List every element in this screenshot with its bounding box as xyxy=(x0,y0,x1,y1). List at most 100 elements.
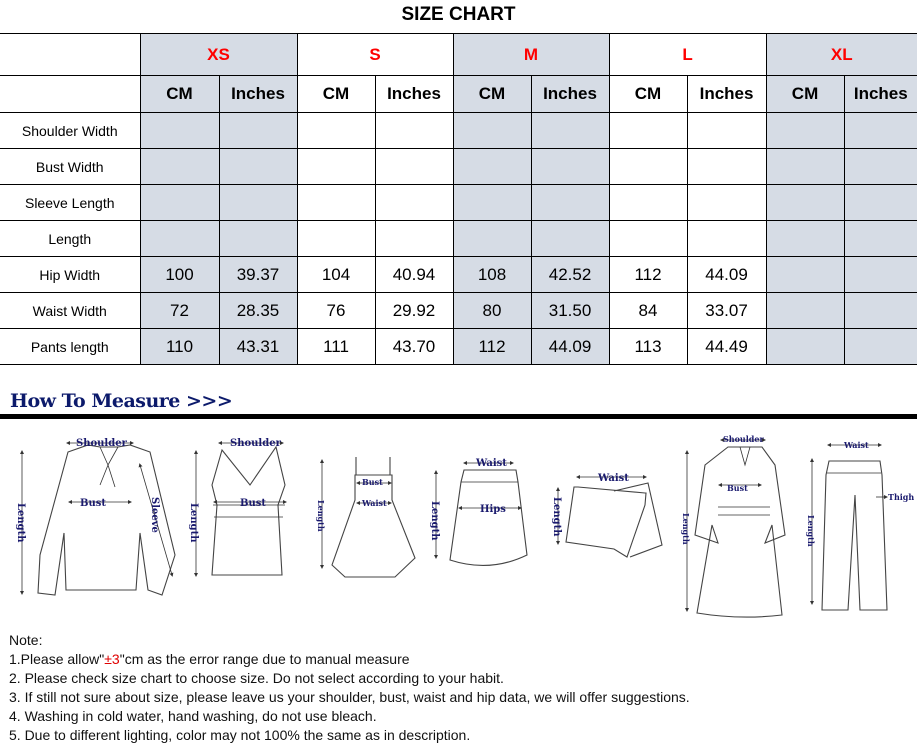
note-1-text-end: "cm as the error range due to manual mea… xyxy=(119,651,410,667)
unit-inches: Inches xyxy=(843,75,917,113)
measurement-cell xyxy=(296,220,376,257)
vest-bust-label: Bust xyxy=(240,498,266,509)
note-1: 1.Please allow"±3"cm as the error range … xyxy=(9,650,690,669)
measurement-cell: 104 xyxy=(296,256,376,293)
measurement-cell xyxy=(686,220,767,257)
unit-inches: Inches xyxy=(218,75,298,113)
shorts-length-label: Length xyxy=(551,497,562,537)
measurement-cell: 80 xyxy=(452,292,532,329)
measurement-cell: 111 xyxy=(296,328,376,365)
measurement-cell xyxy=(218,112,298,149)
measurement-cell xyxy=(765,256,845,293)
measurement-cell xyxy=(608,220,688,257)
row-label: Waist Width xyxy=(0,292,141,329)
measurement-cell xyxy=(686,184,767,221)
dress-illustration: Bust Waist Length xyxy=(316,457,416,578)
measurement-cell xyxy=(374,148,454,185)
row-label: Bust Width xyxy=(0,148,141,185)
coat-shoulder-label: Shoulder xyxy=(723,434,764,444)
size-xl: XL xyxy=(765,33,917,76)
measurement-cell: 110 xyxy=(139,328,220,365)
coat-illustration: Shoulder Bust Length xyxy=(681,434,786,618)
measurement-cell: 31.50 xyxy=(530,292,610,329)
vest-shoulder-label: Shoulder xyxy=(230,438,282,449)
measurement-cell: 28.35 xyxy=(218,292,298,329)
measurement-cell xyxy=(765,148,845,185)
size-chart-table: XS S M L XL CM Inches CM Inches CM Inche… xyxy=(0,33,917,365)
measurement-cell xyxy=(608,148,688,185)
measurement-cell xyxy=(218,148,298,185)
size-header-row: XS S M L XL xyxy=(0,33,917,76)
size-m: M xyxy=(452,33,610,76)
row-label: Hip Width xyxy=(0,256,141,293)
dress-bust-label: Bust xyxy=(362,477,383,487)
measurement-cell xyxy=(296,148,376,185)
measurement-cell: 44.49 xyxy=(686,328,767,365)
corner-cell xyxy=(0,33,141,76)
measurement-cell xyxy=(374,112,454,149)
page-title: SIZE CHART xyxy=(401,4,516,25)
measurement-cell xyxy=(608,112,688,149)
pants-thigh-label: Thigh xyxy=(888,492,914,502)
unit-cm: CM xyxy=(452,75,532,113)
measurement-cell xyxy=(452,148,532,185)
blouse-length-label: Length xyxy=(15,503,26,543)
measurement-cell xyxy=(530,220,610,257)
unit-cm: CM xyxy=(608,75,688,113)
measurement-illustrations: Shoulder Bust Sleeve Length Shoulder Bus… xyxy=(15,434,914,618)
table-row: Pants length 110 43.31 111 43.70 112 44.09 113 4… xyxy=(0,328,917,365)
note-4: 4. Washing in cold water, hand washing, … xyxy=(9,708,377,724)
measurement-cell: 33.07 xyxy=(686,292,767,329)
measurement-cell xyxy=(765,328,845,365)
row-label: Pants length xyxy=(0,328,141,365)
measurement-cell xyxy=(139,184,220,221)
blouse-sleeve-label: Sleeve xyxy=(149,497,160,533)
note-2: 2. Please check size chart to choose siz… xyxy=(9,670,504,686)
row-label: Length xyxy=(0,220,141,257)
note-5: 5. Due to different lighting, color may … xyxy=(9,727,471,743)
measurement-cell xyxy=(686,112,767,149)
measurement-cell xyxy=(843,256,917,293)
corner-cell xyxy=(0,75,141,113)
unit-inches: Inches xyxy=(686,75,767,113)
measurement-cell xyxy=(139,148,220,185)
unit-inches: Inches xyxy=(374,75,454,113)
row-label: Sleeve Length xyxy=(0,184,141,221)
pants-length-label: Length xyxy=(806,515,816,547)
note-1-text: 1.Please allow" xyxy=(9,651,105,667)
note-1-tolerance: ±3 xyxy=(104,651,120,667)
dress-length-label: Length xyxy=(316,500,326,532)
notes-heading: Note: xyxy=(9,632,43,648)
measurement-cell xyxy=(765,292,845,329)
measurement-cell xyxy=(765,112,845,149)
measurement-cell xyxy=(452,112,532,149)
unit-header-row: CM Inches CM Inches CM Inches CM Inches … xyxy=(0,75,917,113)
measurement-cell xyxy=(452,184,532,221)
how-to-measure-heading: How To Measure >>> xyxy=(10,390,233,412)
coat-length-label: Length xyxy=(681,513,691,545)
measurement-cell: 112 xyxy=(608,256,688,293)
measurement-cell xyxy=(296,184,376,221)
measurement-cell xyxy=(765,220,845,257)
note-3: 3. If still not sure about size, please … xyxy=(9,689,690,705)
table-row: Sleeve Length xyxy=(0,184,917,221)
vest-illustration: Shoulder Bust Length xyxy=(188,438,287,577)
measurement-cell xyxy=(139,220,220,257)
measurement-cell xyxy=(218,220,298,257)
measurement-cell xyxy=(530,148,610,185)
unit-cm: CM xyxy=(765,75,845,113)
unit-cm: CM xyxy=(139,75,220,113)
measurement-cell: 76 xyxy=(296,292,376,329)
shorts-illustration: Waist Length xyxy=(551,473,663,558)
table-row: Bust Width xyxy=(0,148,917,185)
measurement-cell xyxy=(296,112,376,149)
measurement-cell xyxy=(843,148,917,185)
measurement-cell: 42.52 xyxy=(530,256,610,293)
measurement-cell xyxy=(452,220,532,257)
dress-waist-label: Waist xyxy=(361,498,387,508)
measurement-cell xyxy=(374,220,454,257)
measurement-cell xyxy=(843,292,917,329)
measurement-cell: 44.09 xyxy=(530,328,610,365)
measurement-cell: 43.70 xyxy=(374,328,454,365)
blouse-illustration: Shoulder Bust Sleeve Length xyxy=(15,438,176,596)
